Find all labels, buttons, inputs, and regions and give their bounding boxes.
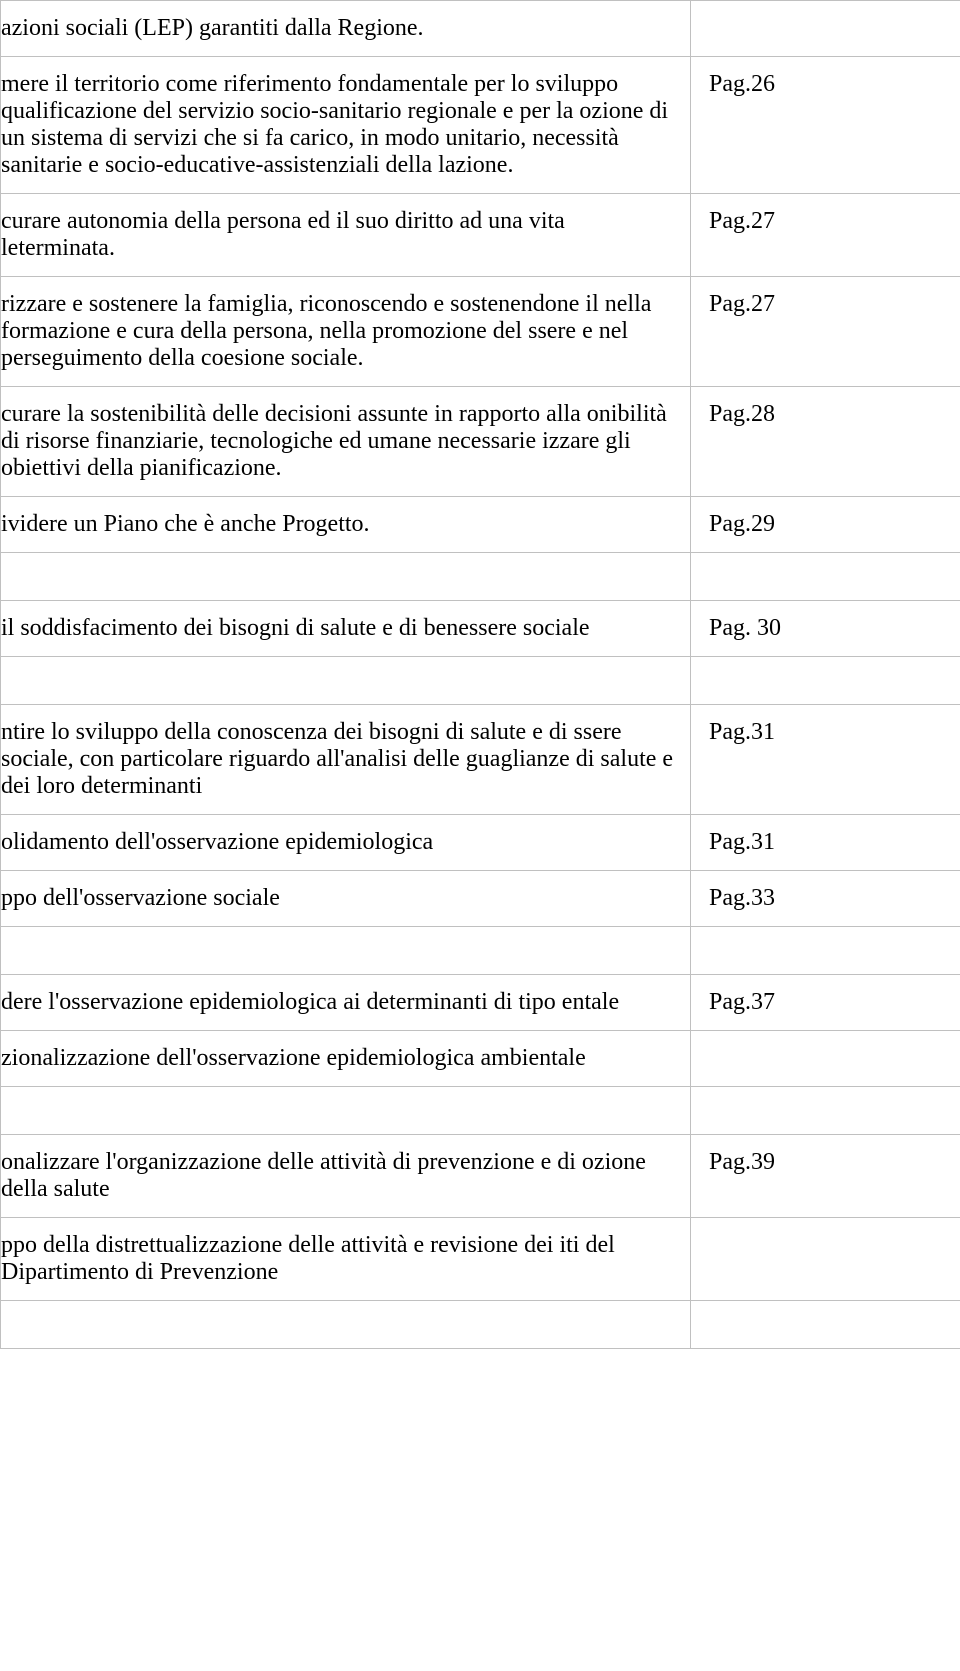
row-description: azioni sociali (LEP) garantiti dalla Reg…: [1, 1, 691, 57]
table-row: curare la sostenibilità delle decisioni …: [1, 387, 960, 497]
table-row: onalizzare l'organizzazione delle attivi…: [1, 1135, 960, 1218]
table-row: [1, 1301, 960, 1349]
row-description: zionalizzazione dell'osservazione epidem…: [1, 1031, 691, 1087]
table-row: [1, 927, 960, 975]
row-page-number: Pag.31: [691, 705, 960, 815]
row-page-number: Pag.33: [691, 871, 960, 927]
row-description: ppo della distrettualizzazione delle att…: [1, 1218, 691, 1301]
row-description: ntire lo sviluppo della conoscenza dei b…: [1, 705, 691, 815]
row-page-number: Pag.37: [691, 975, 960, 1031]
row-page-number: [691, 657, 960, 705]
row-page-number: [691, 1087, 960, 1135]
row-description: il soddisfacimento dei bisogni di salute…: [1, 601, 691, 657]
row-page-number: [691, 1031, 960, 1087]
row-page-number: [691, 553, 960, 601]
row-description: olidamento dell'osservazione epidemiolog…: [1, 815, 691, 871]
row-page-number: Pag.27: [691, 277, 960, 387]
row-description: [1, 553, 691, 601]
table-row: [1, 657, 960, 705]
row-page-number: Pag. 30: [691, 601, 960, 657]
row-description: [1, 1301, 691, 1349]
row-page-number: [691, 1218, 960, 1301]
row-description: [1, 1087, 691, 1135]
toc-table-body: azioni sociali (LEP) garantiti dalla Reg…: [1, 1, 960, 1349]
row-page-number: Pag.31: [691, 815, 960, 871]
table-row: olidamento dell'osservazione epidemiolog…: [1, 815, 960, 871]
table-row: [1, 553, 960, 601]
row-page-number: Pag.28: [691, 387, 960, 497]
row-description: curare autonomia della persona ed il suo…: [1, 194, 691, 277]
table-row: azioni sociali (LEP) garantiti dalla Reg…: [1, 1, 960, 57]
row-description: rizzare e sostenere la famiglia, riconos…: [1, 277, 691, 387]
table-row: ntire lo sviluppo della conoscenza dei b…: [1, 705, 960, 815]
table-row: il soddisfacimento dei bisogni di salute…: [1, 601, 960, 657]
row-page-number: Pag.39: [691, 1135, 960, 1218]
table-row: rizzare e sostenere la famiglia, riconos…: [1, 277, 960, 387]
row-page-number: [691, 1, 960, 57]
table-row: mere il territorio come riferimento fond…: [1, 57, 960, 194]
row-description: mere il territorio come riferimento fond…: [1, 57, 691, 194]
table-row: ividere un Piano che è anche Progetto.Pa…: [1, 497, 960, 553]
row-description: [1, 657, 691, 705]
row-description: onalizzare l'organizzazione delle attivi…: [1, 1135, 691, 1218]
row-page-number: Pag.27: [691, 194, 960, 277]
row-description: [1, 927, 691, 975]
table-row: [1, 1087, 960, 1135]
row-description: dere l'osservazione epidemiologica ai de…: [1, 975, 691, 1031]
table-row: curare autonomia della persona ed il suo…: [1, 194, 960, 277]
table-row: ppo dell'osservazione socialePag.33: [1, 871, 960, 927]
toc-table: azioni sociali (LEP) garantiti dalla Reg…: [0, 0, 960, 1349]
row-description: curare la sostenibilità delle decisioni …: [1, 387, 691, 497]
row-page-number: [691, 1301, 960, 1349]
row-description: ividere un Piano che è anche Progetto.: [1, 497, 691, 553]
table-row: ppo della distrettualizzazione delle att…: [1, 1218, 960, 1301]
row-page-number: Pag.29: [691, 497, 960, 553]
table-row: dere l'osservazione epidemiologica ai de…: [1, 975, 960, 1031]
table-row: zionalizzazione dell'osservazione epidem…: [1, 1031, 960, 1087]
row-page-number: Pag.26: [691, 57, 960, 194]
row-page-number: [691, 927, 960, 975]
row-description: ppo dell'osservazione sociale: [1, 871, 691, 927]
